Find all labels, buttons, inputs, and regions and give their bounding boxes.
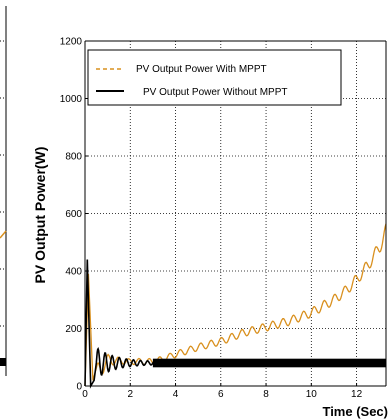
- y-tick-label-0: 0: [76, 382, 82, 393]
- y-axis-title: PV Output Power(W): [32, 147, 48, 284]
- x-tick-label-5: 10: [306, 389, 318, 400]
- x-tick-label-6: 12: [351, 389, 363, 400]
- y-tick-label-6: 1200: [60, 37, 83, 48]
- legend: PV Output Power With MPPT PV Output Powe…: [87, 49, 342, 106]
- x-axis-title: Time (Sec): [322, 404, 388, 419]
- left-panel-orange-fragment: [0, 230, 7, 239]
- x-tick-label-4: 8: [263, 389, 269, 400]
- y-tick-label-4: 800: [65, 152, 82, 163]
- legend-label-without-mppt: PV Output Power Without MPPT: [143, 87, 288, 98]
- y-tick-label-3: 600: [65, 209, 82, 220]
- axes-layer: 0 2 4 6 8 10 12 0 200 400 600 800 1000 1200: [60, 37, 387, 400]
- x-tick-label-3: 6: [218, 389, 224, 400]
- x-tick-label-2: 4: [173, 389, 179, 400]
- left-panel-fragment: [0, 6, 7, 376]
- series-band-without-mppt: [152, 358, 386, 368]
- legend-box: [87, 49, 342, 106]
- series-layer: [84, 223, 387, 389]
- y-tick-label-2: 400: [65, 267, 82, 278]
- x-tick-label-0: 0: [82, 389, 88, 400]
- y-tick-label-5: 1000: [60, 94, 83, 105]
- legend-label-with-mppt: PV Output Power With MPPT: [136, 64, 267, 75]
- y-tick-label-1: 200: [65, 324, 82, 335]
- x-tick-label-1: 2: [127, 389, 133, 400]
- left-panel-thick-line: [0, 358, 6, 366]
